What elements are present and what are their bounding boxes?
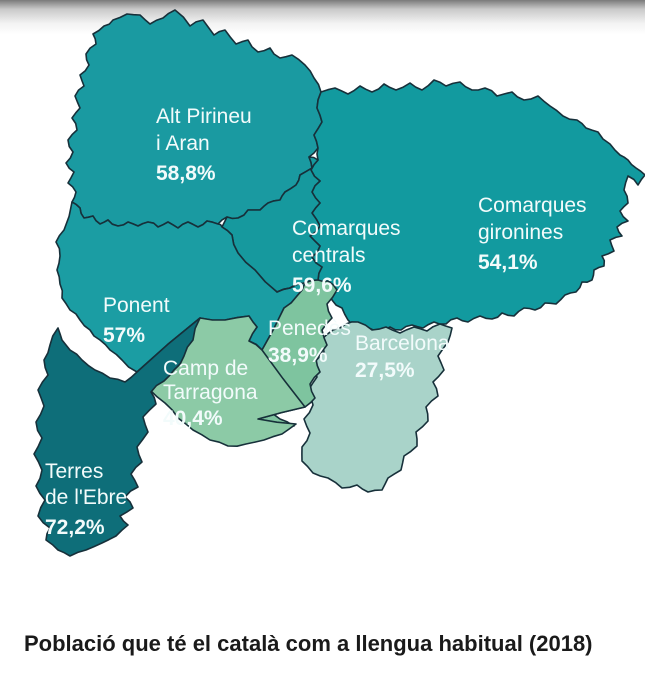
svg-text:54,1%: 54,1% [478,251,538,274]
svg-text:38,9%: 38,9% [268,344,328,367]
svg-text:59,6%: 59,6% [292,274,352,297]
svg-text:Ponent: Ponent [103,294,170,317]
svg-text:58,8%: 58,8% [156,162,216,185]
svg-text:de l'Ebre: de l'Ebre [45,486,127,509]
svg-text:Camp de: Camp de [163,357,248,380]
svg-text:72,2%: 72,2% [45,516,105,539]
svg-text:Barcelona: Barcelona [355,332,450,355]
svg-text:Terres: Terres [45,460,103,483]
svg-text:gironines: gironines [478,221,563,244]
svg-text:27,5%: 27,5% [355,359,415,382]
svg-text:centrals: centrals [292,244,366,267]
svg-text:Alt Pirineu: Alt Pirineu [156,105,252,128]
svg-text:57%: 57% [103,324,145,347]
svg-text:Penedès: Penedès [268,317,351,340]
svg-text:40,4%: 40,4% [163,407,223,430]
svg-text:Tarragona: Tarragona [163,381,258,404]
svg-text:i Aran: i Aran [156,132,210,155]
svg-text:Comarques: Comarques [478,194,587,217]
svg-text:Comarques: Comarques [292,217,401,240]
